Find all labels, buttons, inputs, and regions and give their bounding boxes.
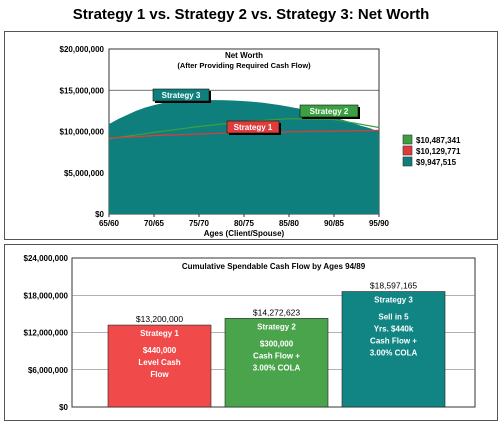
cash-flow-chart: $0 $6,000,000 $12,000,000 $18,000,000 $24,00… [24,254,476,412]
x-tick-label: 75/70 [189,219,210,228]
bar-1 [107,324,212,408]
legend-swatch [402,156,413,167]
net-worth-chart: $0 $5,000,000 $10,000,000 $15,000,000 $20,00… [60,45,462,238]
callout-label: Strategy 1 [234,123,273,132]
chart-subtitle: (After Providing Required Cash Flow) [177,61,311,70]
y-tick-label: $5,000,000 [64,169,105,178]
series-area-strategy-3 [109,100,379,214]
y-tick-label: $24,000,000 [24,254,69,263]
y-tick-label: $10,000,000 [60,128,105,137]
y-tick-label: $12,000,000 [24,329,69,338]
bar-description-line: $440,000 [143,346,177,355]
y-tick-label: $20,000,000 [60,45,105,54]
bar-value-label: $13,200,000 [136,314,184,324]
x-tick-label: 85/80 [279,219,300,228]
chart-title: Cumulative Spendable Cash Flow by Ages 9… [182,262,366,271]
x-tick-label: 90/85 [324,219,345,228]
bar-2 [224,318,329,408]
y-tick-label: $0 [95,210,104,219]
callout-box [299,104,359,118]
x-tick-label: 70/65 [144,219,165,228]
callout-box [226,120,280,134]
x-tick-label: 80/75 [234,219,255,228]
y-tick-label: $6,000,000 [28,366,69,375]
bar-description-line: 3.00% COLA [253,363,301,372]
legend-swatch [402,134,413,145]
bar-category-label: Strategy 1 [140,329,179,338]
bar-category-label: Strategy 2 [257,322,296,331]
page-title: Strategy 1 vs. Strategy 2 vs. Strategy 3… [72,6,430,23]
bar-description-line: 3.00% COLA [370,349,418,358]
legend-label: $9,947,515 [416,158,457,167]
bar-description-line: $300,000 [260,339,294,348]
bar-value-label: $14,272,623 [253,307,301,317]
bar-description-line: Level Cash [138,358,180,367]
bar-description-line: Cash Flow + [253,351,300,360]
net-worth-chart-panel: $0 $5,000,000 $10,000,000 $15,000,000 $20,00… [4,31,498,240]
legend-label: $10,487,341 [416,136,461,145]
y-tick-label: $15,000,000 [60,86,105,95]
callout-label: Strategy 3 [162,91,201,100]
chart-title: Net Worth [225,51,263,60]
x-tick-label: 95/90 [369,219,390,228]
bar-category-label: Strategy 3 [374,296,413,305]
callout-box [152,88,210,102]
legend-swatch [402,145,413,156]
x-tick-label: 65/60 [99,219,120,228]
callout-label: Strategy 2 [310,107,349,116]
bar-description-line: Yrs. $440k [374,325,414,334]
x-axis-label: Ages (Client/Spouse) [204,229,285,238]
legend-label: $10,129,771 [416,147,461,156]
bar-description-line: Cash Flow + [370,337,417,346]
y-tick-label: $18,000,000 [24,291,69,300]
cash-flow-chart-panel: $0 $6,000,000 $12,000,000 $18,000,000 $24,00… [4,244,498,421]
bar-3 [341,291,446,408]
bar-description-line: Flow [150,370,169,379]
y-tick-label: $0 [59,403,68,412]
bar-description-line: Sell in 5 [378,313,409,322]
bar-value-label: $18,597,165 [370,281,418,291]
